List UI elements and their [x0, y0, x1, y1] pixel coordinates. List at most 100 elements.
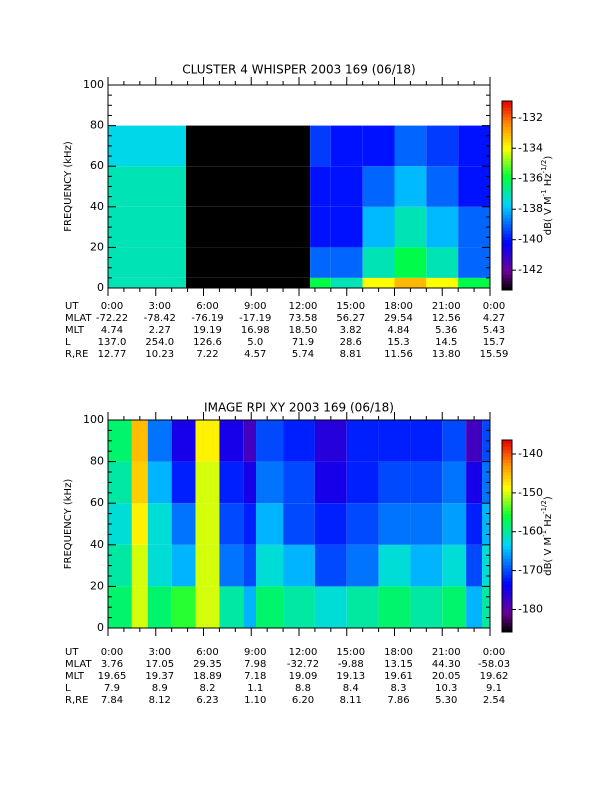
colorbar-swatch [502, 135, 512, 140]
colorbar-swatch [502, 616, 512, 620]
ephemeris-value: 19.19 [193, 325, 222, 336]
colorbar-swatch [502, 176, 512, 181]
heatmap-cell [171, 544, 196, 587]
colorbar-swatch [502, 516, 512, 521]
colorbar-swatch [502, 564, 512, 569]
colorbar-swatch [502, 173, 512, 178]
ephemeris-value: 18.89 [193, 671, 222, 682]
ephemeris-value: 19.61 [384, 671, 413, 682]
colorbar-swatch [502, 104, 512, 108]
colorbar-swatch [502, 584, 512, 588]
colorbar-label-part: -1/2 [540, 160, 548, 174]
colorbar-swatch [502, 116, 512, 121]
colorbar-swatch [502, 494, 512, 499]
x-tick-label: 18:00 [384, 301, 413, 312]
y-tick-label: 20 [90, 240, 104, 253]
ephemeris-value: 4.74 [101, 325, 123, 336]
heatmap-cell [131, 586, 148, 628]
colorbar-swatch [502, 182, 512, 187]
colorbar-swatch [502, 491, 512, 495]
x-tick-label: 3:00 [149, 301, 171, 312]
colorbar-swatch [502, 138, 512, 143]
heatmap-cell [108, 503, 132, 545]
colorbar-swatch [502, 468, 512, 473]
ephemeris-value: 73.58 [289, 313, 318, 324]
heatmap-cell [442, 586, 467, 628]
heatmap-cell [442, 503, 467, 545]
y-tick-label: 40 [90, 200, 104, 213]
ephemeris-label: MLT [65, 671, 85, 682]
colorbar-frame [501, 439, 513, 633]
colorbar-swatch [502, 277, 512, 282]
ephemeris-value: 8.11 [340, 695, 362, 706]
heatmap-cell [378, 544, 411, 587]
heatmap-cell [310, 166, 331, 207]
heatmap-cell [219, 586, 244, 628]
ephemeris-value: 71.9 [292, 337, 314, 348]
heatmap-cell [314, 503, 347, 545]
colorbar-swatch [502, 110, 512, 115]
colorbar-swatch [502, 101, 512, 105]
colorbar-swatch [502, 529, 512, 534]
colorbar-swatch [502, 478, 512, 483]
colorbar-label-part: dB( V M [543, 537, 554, 576]
colorbar-swatch [502, 596, 512, 601]
ephemeris-value: -58.03 [478, 659, 510, 670]
heatmap-cell [426, 247, 459, 278]
colorbar-swatch [502, 456, 512, 460]
colorbar-swatch [502, 271, 512, 275]
colorbar-swatch [502, 113, 512, 118]
heatmap-cell [442, 544, 467, 587]
colorbar-tick-label: -138 [518, 202, 543, 215]
colorbar-tick-label: -134 [518, 141, 543, 154]
chart-title: IMAGE RPI XY 2003 169 (06/18) [204, 401, 394, 415]
heatmap-cell [147, 544, 172, 587]
ephemeris-value: 3.76 [101, 659, 123, 670]
colorbar-swatch [502, 274, 512, 278]
colorbar-swatch [502, 542, 512, 547]
x-tick-label: 0:00 [483, 301, 505, 312]
colorbar-swatch [502, 233, 512, 237]
heatmap-cell [362, 277, 395, 288]
heatmap-cell [185, 166, 311, 207]
colorbar-swatch [502, 148, 512, 152]
colorbar-swatch [502, 280, 512, 285]
heatmap-cell [458, 206, 490, 248]
colorbar-swatch [502, 204, 512, 209]
heatmap-cell [330, 277, 363, 288]
heatmap-cell [195, 420, 220, 462]
colorbar-swatch [502, 145, 512, 149]
colorbar-swatch [502, 497, 512, 502]
heatmap-cell [362, 125, 395, 167]
ephemeris-value: 1.10 [244, 695, 266, 706]
ephemeris-value: 6.23 [196, 695, 218, 706]
x-tick-label: 12:00 [289, 647, 318, 658]
colorbar-swatch [502, 198, 512, 203]
ephemeris-value: 7.98 [244, 659, 266, 670]
heatmap-cell [426, 125, 459, 167]
ephemeris-value: 8.9 [152, 683, 168, 694]
colorbar-label-part: -1 [540, 530, 548, 537]
heatmap-cell [147, 503, 172, 545]
heatmap-cell [458, 166, 490, 207]
colorbar-tick-label: -180 [518, 602, 543, 615]
heatmap-cell [466, 461, 483, 504]
colorbar-swatch [502, 449, 512, 454]
heatmap-cell [283, 461, 315, 504]
heatmap-cell [442, 461, 467, 504]
ephemeris-label: MLT [65, 325, 85, 336]
heatmap-cell [243, 461, 257, 504]
colorbar-swatch [502, 283, 512, 288]
heatmap-cell [346, 544, 379, 587]
ephemeris-value: 15.59 [480, 349, 509, 360]
x-tick-label: 9:00 [244, 301, 266, 312]
heatmap-cell [108, 125, 186, 167]
colorbar-label-part: ) [543, 496, 554, 500]
colorbar-label-part: -1/2 [540, 500, 548, 514]
heatmap-cell [219, 420, 244, 462]
heatmap-cell [346, 586, 379, 628]
ephemeris-value: 20.05 [432, 671, 461, 682]
x-tick-label: 12:00 [289, 301, 318, 312]
heatmap-cell [314, 586, 347, 628]
colorbar-swatch [502, 590, 512, 595]
